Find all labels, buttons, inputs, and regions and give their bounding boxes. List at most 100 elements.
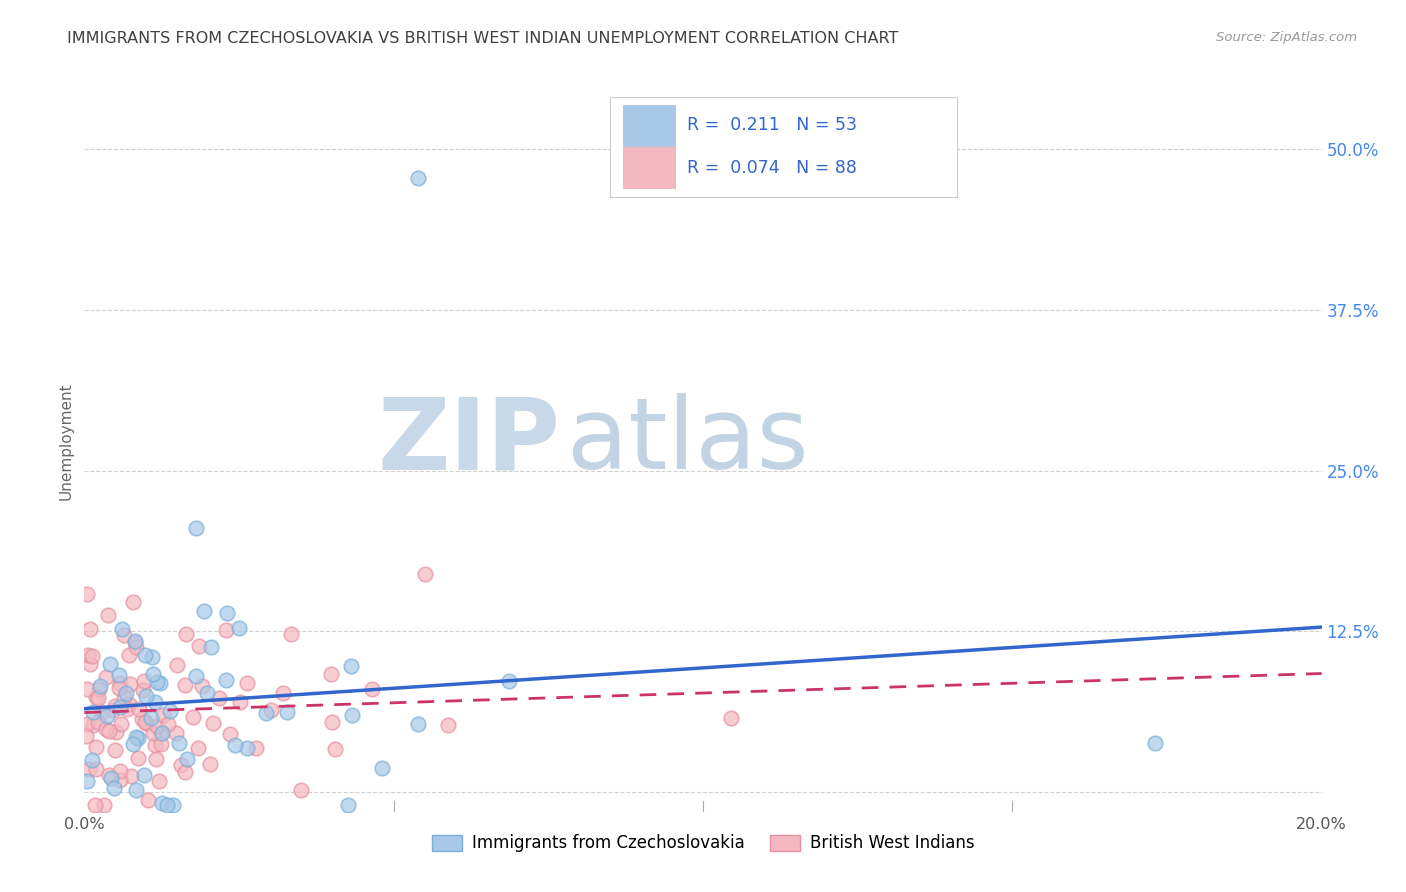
Point (82, 718, 104, 732)
Point (413, 566, 436, 581)
Point (166, 657, 188, 672)
Point (143, 695, 166, 709)
Point (124, 634, 146, 648)
Point (93, 798, 115, 813)
Point (82, 706, 104, 720)
Point (134, 715, 156, 730)
Point (236, 740, 259, 755)
Point (108, 764, 131, 779)
Point (89, 682, 111, 697)
Point (340, 707, 363, 722)
Text: IMMIGRANTS FROM CZECHOSLOVAKIA VS BRITISH WEST INDIAN UNEMPLOYMENT CORRELATION C: IMMIGRANTS FROM CZECHOSLOVAKIA VS BRITIS… (67, 31, 898, 46)
Point (406, 716, 429, 731)
Point (193, 604, 215, 618)
Point (108, 772, 131, 787)
Point (187, 740, 209, 755)
Point (82, 648, 104, 663)
Point (236, 676, 259, 690)
FancyBboxPatch shape (623, 104, 675, 146)
Point (159, 704, 181, 718)
Point (110, 676, 132, 690)
Y-axis label: Unemployment: Unemployment (59, 383, 75, 500)
Point (228, 622, 250, 636)
Point (110, 716, 132, 731)
Point (321, 714, 343, 729)
Point (184, 521, 207, 535)
Point (135, 715, 157, 730)
Point (173, 765, 195, 780)
Point (498, 674, 520, 689)
Point (167, 736, 190, 750)
Point (276, 705, 298, 719)
Point (145, 752, 167, 766)
Point (115, 702, 138, 716)
Point (271, 686, 294, 700)
Text: ZIP: ZIP (378, 393, 561, 490)
Point (290, 783, 312, 797)
Point (76, 717, 98, 731)
Point (325, 741, 347, 756)
FancyBboxPatch shape (623, 147, 675, 188)
Point (77, 762, 100, 776)
Point (174, 626, 197, 640)
Point (84, 690, 107, 705)
Point (197, 686, 219, 700)
Point (122, 595, 145, 609)
Point (128, 702, 150, 716)
Point (148, 676, 170, 690)
Point (1143, 736, 1166, 750)
Point (150, 726, 173, 740)
FancyBboxPatch shape (610, 97, 956, 197)
Point (103, 781, 125, 796)
Point (110, 700, 132, 714)
Point (108, 681, 131, 695)
Point (101, 703, 124, 717)
Point (120, 769, 142, 783)
Point (340, 658, 363, 673)
Point (76, 681, 98, 696)
Point (186, 668, 208, 682)
Point (170, 757, 193, 772)
Point (156, 716, 179, 731)
Point (75, 729, 97, 743)
Point (94, 722, 117, 736)
Point (321, 667, 343, 681)
Point (360, 682, 382, 697)
Point (337, 798, 360, 813)
Point (112, 628, 135, 642)
Point (437, 718, 460, 732)
Point (105, 725, 128, 739)
Point (245, 740, 267, 755)
Point (87, 714, 110, 729)
Point (191, 679, 214, 693)
Point (115, 686, 138, 700)
Point (134, 648, 156, 662)
Point (371, 761, 394, 775)
Point (254, 706, 277, 720)
Text: R =  0.074   N = 88: R = 0.074 N = 88 (688, 159, 856, 177)
Point (215, 673, 238, 688)
Point (97, 767, 120, 781)
Point (720, 711, 742, 725)
Point (98, 657, 121, 671)
Point (125, 783, 148, 797)
Point (142, 725, 165, 739)
Point (145, 675, 167, 690)
Point (176, 751, 198, 765)
Point (148, 774, 170, 789)
Point (408, 171, 430, 186)
Point (125, 640, 148, 654)
Point (91, 705, 114, 719)
Point (132, 683, 155, 698)
Point (136, 793, 159, 807)
Point (127, 751, 149, 765)
Point (104, 743, 127, 757)
Point (89, 679, 111, 693)
Point (132, 673, 155, 688)
Point (280, 627, 302, 641)
Point (118, 648, 141, 663)
Point (217, 606, 239, 620)
Point (156, 798, 179, 813)
Point (260, 703, 283, 717)
Point (121, 737, 143, 751)
